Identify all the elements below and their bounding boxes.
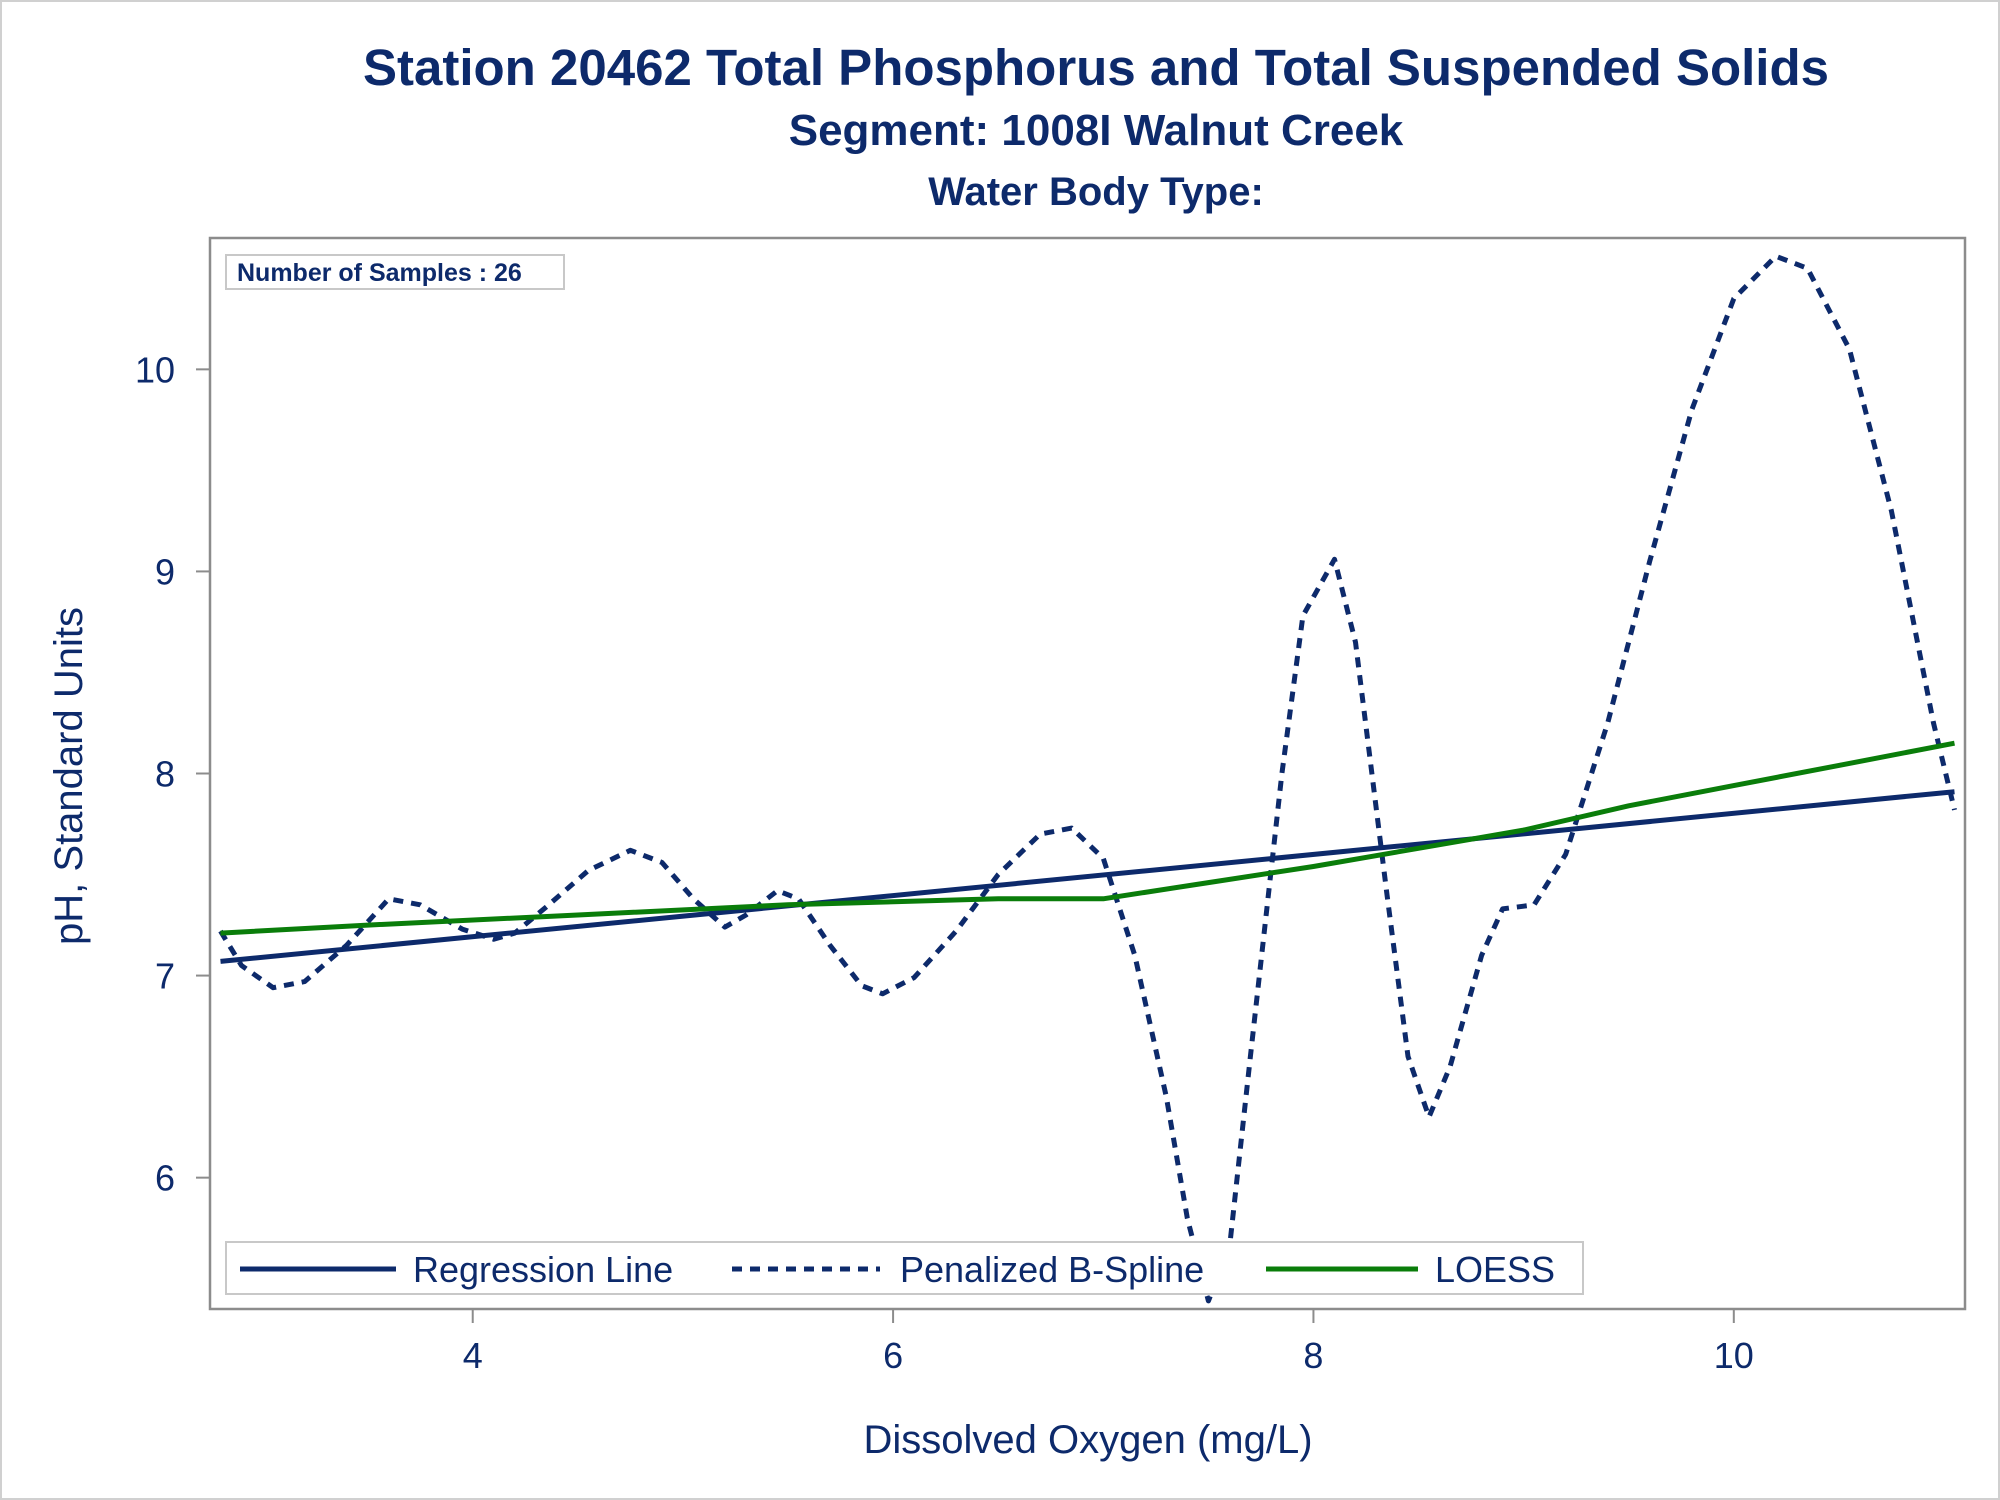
x-tick-label: 6 bbox=[883, 1335, 903, 1376]
y-axis-label: pH, Standard Units bbox=[47, 607, 91, 945]
y-tick-label: 9 bbox=[155, 551, 175, 592]
chart-subtitle-water-body: Water Body Type: bbox=[928, 170, 1264, 214]
axis-ticks: 4 6 8 10 6 7 8 9 10 bbox=[135, 349, 1754, 1376]
chart-subtitle-segment: Segment: 1008I Walnut Creek bbox=[788, 106, 1404, 155]
y-tick-label: 10 bbox=[135, 349, 175, 390]
x-tick-label: 8 bbox=[1303, 1335, 1323, 1376]
penalized-b-spline-line bbox=[218, 253, 1957, 1304]
y-tick-label: 7 bbox=[155, 956, 175, 997]
inset-box-border bbox=[225, 254, 565, 290]
inset-box: Number of Samples : 26 bbox=[225, 254, 565, 290]
x-tick-label: 10 bbox=[1714, 1335, 1754, 1376]
x-axis-label: Dissolved Oxygen (mg/L) bbox=[863, 1418, 1312, 1462]
sample-count-label: Number of Samples : 26 bbox=[237, 259, 522, 287]
legend-label-spline: Penalized B-Spline bbox=[900, 1249, 1204, 1290]
plot-frame bbox=[208, 236, 1967, 1311]
x-tick-label: 4 bbox=[463, 1335, 483, 1376]
regression-line bbox=[220, 789, 1955, 964]
y-tick-label: 8 bbox=[155, 754, 175, 795]
legend-border bbox=[225, 1241, 1584, 1295]
series-lines bbox=[218, 253, 1957, 1304]
chart-title: Station 20462 Total Phosphorus and Total… bbox=[363, 39, 1829, 96]
plot-area-border bbox=[208, 236, 1967, 1311]
legend-label-regression: Regression Line bbox=[413, 1249, 673, 1290]
legend-label-loess: LOESS bbox=[1435, 1249, 1555, 1290]
legend: Regression Line Penalized B-Spline LOESS bbox=[225, 1241, 1584, 1295]
y-tick-label: 6 bbox=[155, 1158, 175, 1199]
loess-line bbox=[220, 740, 1955, 936]
